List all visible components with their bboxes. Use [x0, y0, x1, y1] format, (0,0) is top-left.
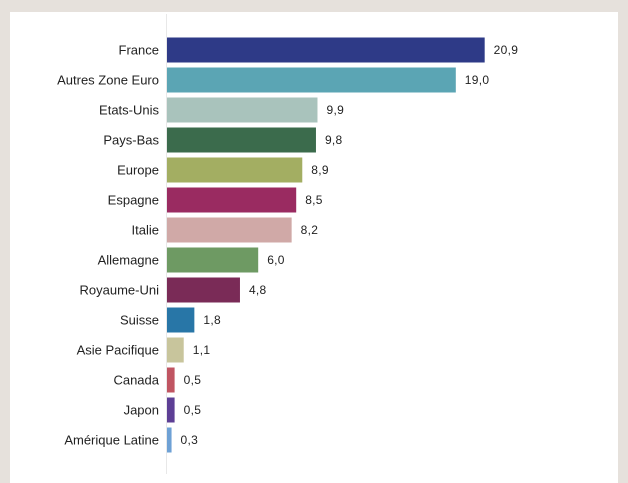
- bar: [167, 277, 240, 303]
- value-label: 1,8: [203, 313, 221, 327]
- category-label: Asie Pacifique: [77, 343, 159, 358]
- bar: [167, 367, 175, 393]
- bar: [167, 37, 485, 63]
- value-label: 0,5: [184, 403, 202, 417]
- category-label: Italie: [132, 223, 159, 238]
- category-label: Suisse: [120, 313, 159, 328]
- value-label: 0,3: [181, 433, 199, 447]
- chart-panel: France 20,9 Autres Zone Euro 19,0 Etats-Unis…: [10, 12, 618, 483]
- category-label: Espagne: [108, 193, 159, 208]
- value-label: 6,0: [267, 253, 285, 267]
- value-label: 19,0: [465, 73, 490, 87]
- value-label: 8,5: [305, 193, 323, 207]
- value-label: 1,1: [193, 343, 211, 357]
- bar: [167, 157, 303, 183]
- bar: [167, 97, 318, 123]
- value-label: 20,9: [494, 43, 519, 57]
- value-label: 0,5: [184, 373, 202, 387]
- category-label: Etats-Unis: [99, 103, 159, 118]
- bar: [167, 427, 172, 453]
- value-label: 4,8: [249, 283, 267, 297]
- value-label: 9,9: [326, 103, 344, 117]
- category-label: Royaume-Uni: [80, 283, 160, 298]
- category-label: Pays-Bas: [103, 133, 159, 148]
- bar: [167, 397, 175, 423]
- bar: [167, 217, 292, 243]
- bar: [167, 247, 259, 273]
- bar: [167, 67, 456, 93]
- category-label: Europe: [117, 163, 159, 178]
- bar: [167, 337, 184, 363]
- bar: [167, 307, 195, 333]
- category-label: Japon: [124, 403, 159, 418]
- category-label: Canada: [113, 373, 159, 388]
- value-label: 8,9: [311, 163, 329, 177]
- bar: [167, 187, 297, 213]
- bar-chart: France 20,9 Autres Zone Euro 19,0 Etats-Unis…: [57, 14, 519, 474]
- category-label: Amérique Latine: [64, 433, 159, 448]
- category-label: Allemagne: [98, 253, 159, 268]
- value-label: 8,2: [301, 223, 319, 237]
- category-label: France: [119, 43, 159, 58]
- bar: [167, 127, 316, 153]
- category-label: Autres Zone Euro: [57, 73, 159, 88]
- value-label: 9,8: [325, 133, 343, 147]
